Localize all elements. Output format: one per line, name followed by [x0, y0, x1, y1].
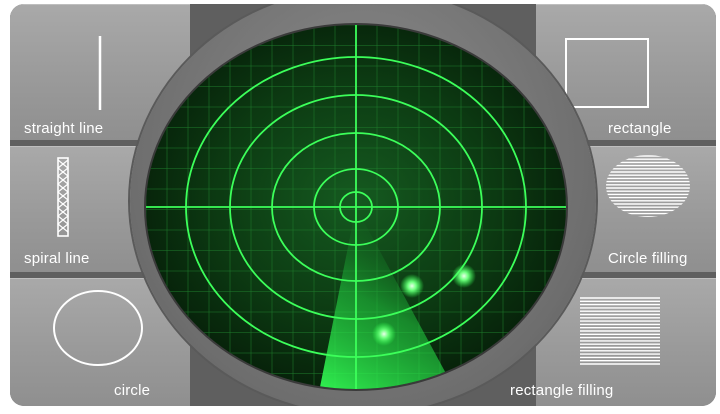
radar-blip[interactable] [400, 274, 424, 298]
circle-filling-label: Circle filling [608, 250, 688, 267]
radar-screen [144, 23, 568, 391]
rectangle-icon [565, 38, 649, 108]
straight-line-label: straight line [24, 120, 104, 137]
rectangle-filling-label: rectangle filling [510, 382, 614, 399]
spiral-line-label: spiral line [24, 250, 90, 267]
rectangle-filling-icon [580, 297, 660, 365]
spiral-line-icon [57, 157, 69, 237]
circle-icon [53, 290, 143, 366]
radar-blip[interactable] [452, 264, 476, 288]
straight-line-icon [98, 36, 102, 110]
radar-blip[interactable] [372, 322, 396, 346]
rectangle-label: rectangle [608, 120, 672, 137]
circle-filling-icon [606, 155, 690, 217]
circle-label: circle [114, 382, 151, 399]
